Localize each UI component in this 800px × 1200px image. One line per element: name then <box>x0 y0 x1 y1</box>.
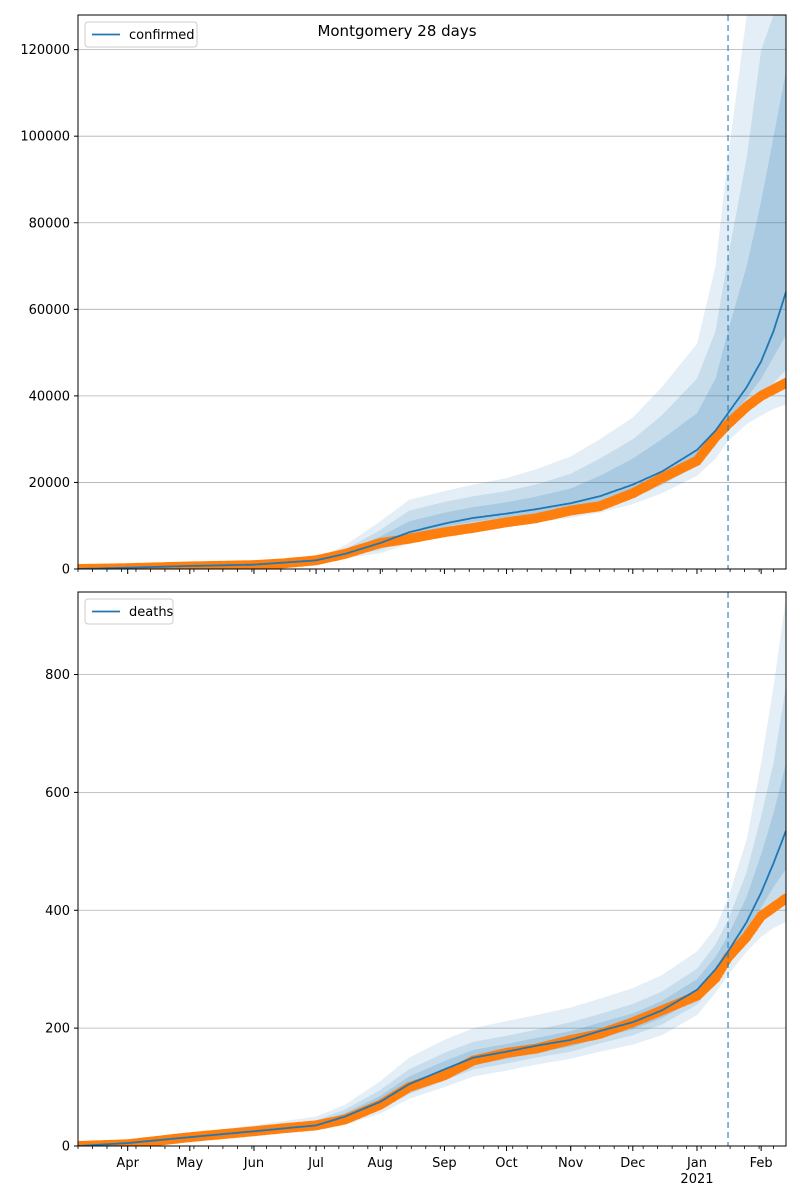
legend-box <box>84 598 174 625</box>
y-tick-label: 120000 <box>20 43 70 58</box>
series-line-deaths <box>78 830 786 1146</box>
y-tick-label: 600 <box>45 786 70 801</box>
plot-area <box>78 15 786 569</box>
y-tick-label: 800 <box>45 668 70 683</box>
y-tick-label: 0 <box>62 1140 70 1155</box>
observed-markers <box>78 377 786 569</box>
legend-box <box>84 21 198 48</box>
chart-title: Montgomery 28 days <box>317 22 476 40</box>
axes-frame <box>77 14 787 570</box>
x-tick-label: Sep <box>432 1156 457 1171</box>
y-tick-label: 80000 <box>29 216 70 231</box>
confidence-band <box>78 762 786 1146</box>
observed-point <box>781 893 786 904</box>
axes-frame <box>77 591 787 1147</box>
plot-area <box>78 597 786 1146</box>
x-tick-label: Jun <box>243 1156 264 1171</box>
confirmed-panel: 0 20000 40000 60000 80000 100000 120000 confirm… <box>20 14 787 578</box>
y-tick-label: 400 <box>45 904 70 919</box>
confidence-band <box>78 597 786 1146</box>
legend-label: deaths <box>129 605 174 620</box>
x-tick-label: May <box>176 1156 203 1171</box>
deaths-panel: 0 200 400 600 800 Apr May Jun Jul Aug Sep Oct Nov Dec… <box>45 591 787 1187</box>
legend: confirmed <box>84 21 198 48</box>
x-tick-label: Nov <box>558 1156 584 1171</box>
observed-point <box>781 377 786 388</box>
y-tick-label: 100000 <box>20 130 70 145</box>
legend-label: confirmed <box>129 28 195 43</box>
x-tick-label: Jan <box>686 1156 707 1171</box>
y-tick-label: 60000 <box>29 303 70 318</box>
x-tick-label: Aug <box>368 1156 393 1171</box>
y-tick-label: 40000 <box>29 389 70 404</box>
x-tick-label: Feb <box>750 1156 773 1171</box>
y-tick-label: 0 <box>62 563 70 578</box>
x-year-label: 2021 <box>680 1172 713 1187</box>
y-tick-label: 20000 <box>29 476 70 491</box>
x-tick-label: Dec <box>620 1156 645 1171</box>
y-tick-label: 200 <box>45 1022 70 1037</box>
x-tick-label: Jul <box>307 1156 324 1171</box>
x-tick-label: Oct <box>495 1156 517 1171</box>
x-tick-label: Apr <box>116 1156 139 1171</box>
series-line-confirmed <box>78 291 786 569</box>
legend: deaths <box>84 598 174 625</box>
